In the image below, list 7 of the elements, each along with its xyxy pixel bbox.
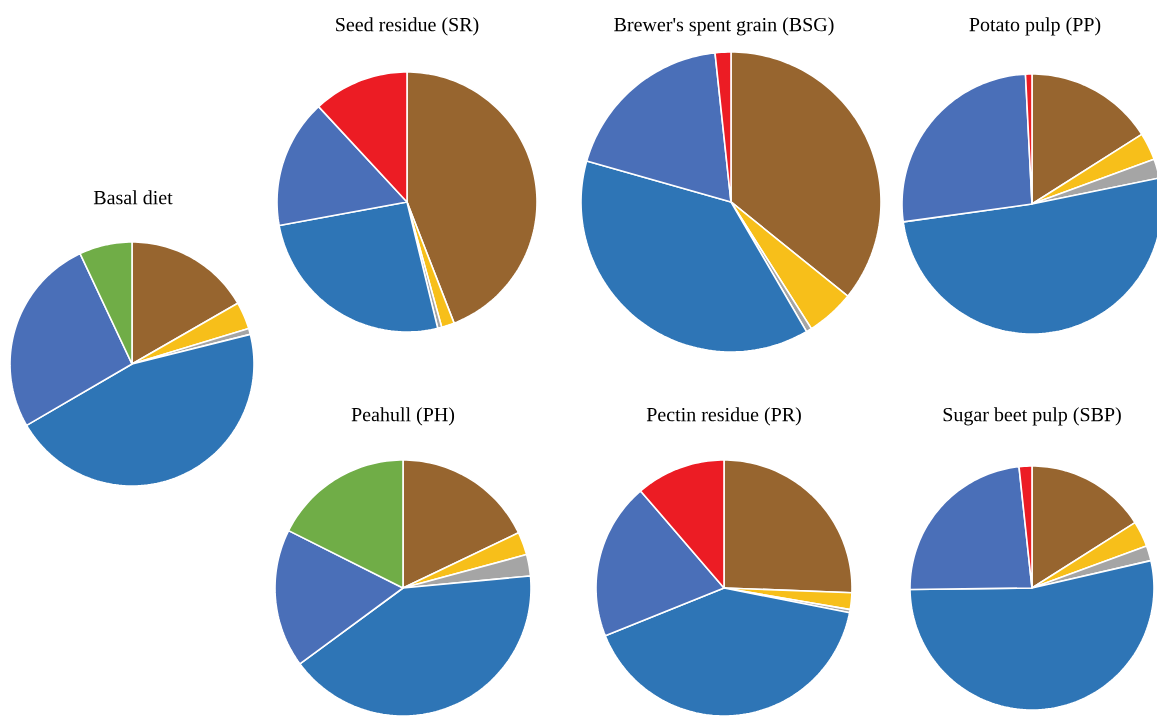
- chart-title: Peahull (PH): [351, 407, 455, 426]
- chart-title: Basal diet: [93, 190, 173, 205]
- chart-title: Potato pulp (PP): [969, 17, 1101, 36]
- chart-title: Sugar beet pulp (SBP): [943, 407, 1121, 426]
- chart-title: Pectin residue (PR): [646, 407, 801, 426]
- chart-title: Brewer's spent grain (BSG): [614, 17, 834, 36]
- chart-title: Seed residue (SR): [336, 17, 479, 36]
